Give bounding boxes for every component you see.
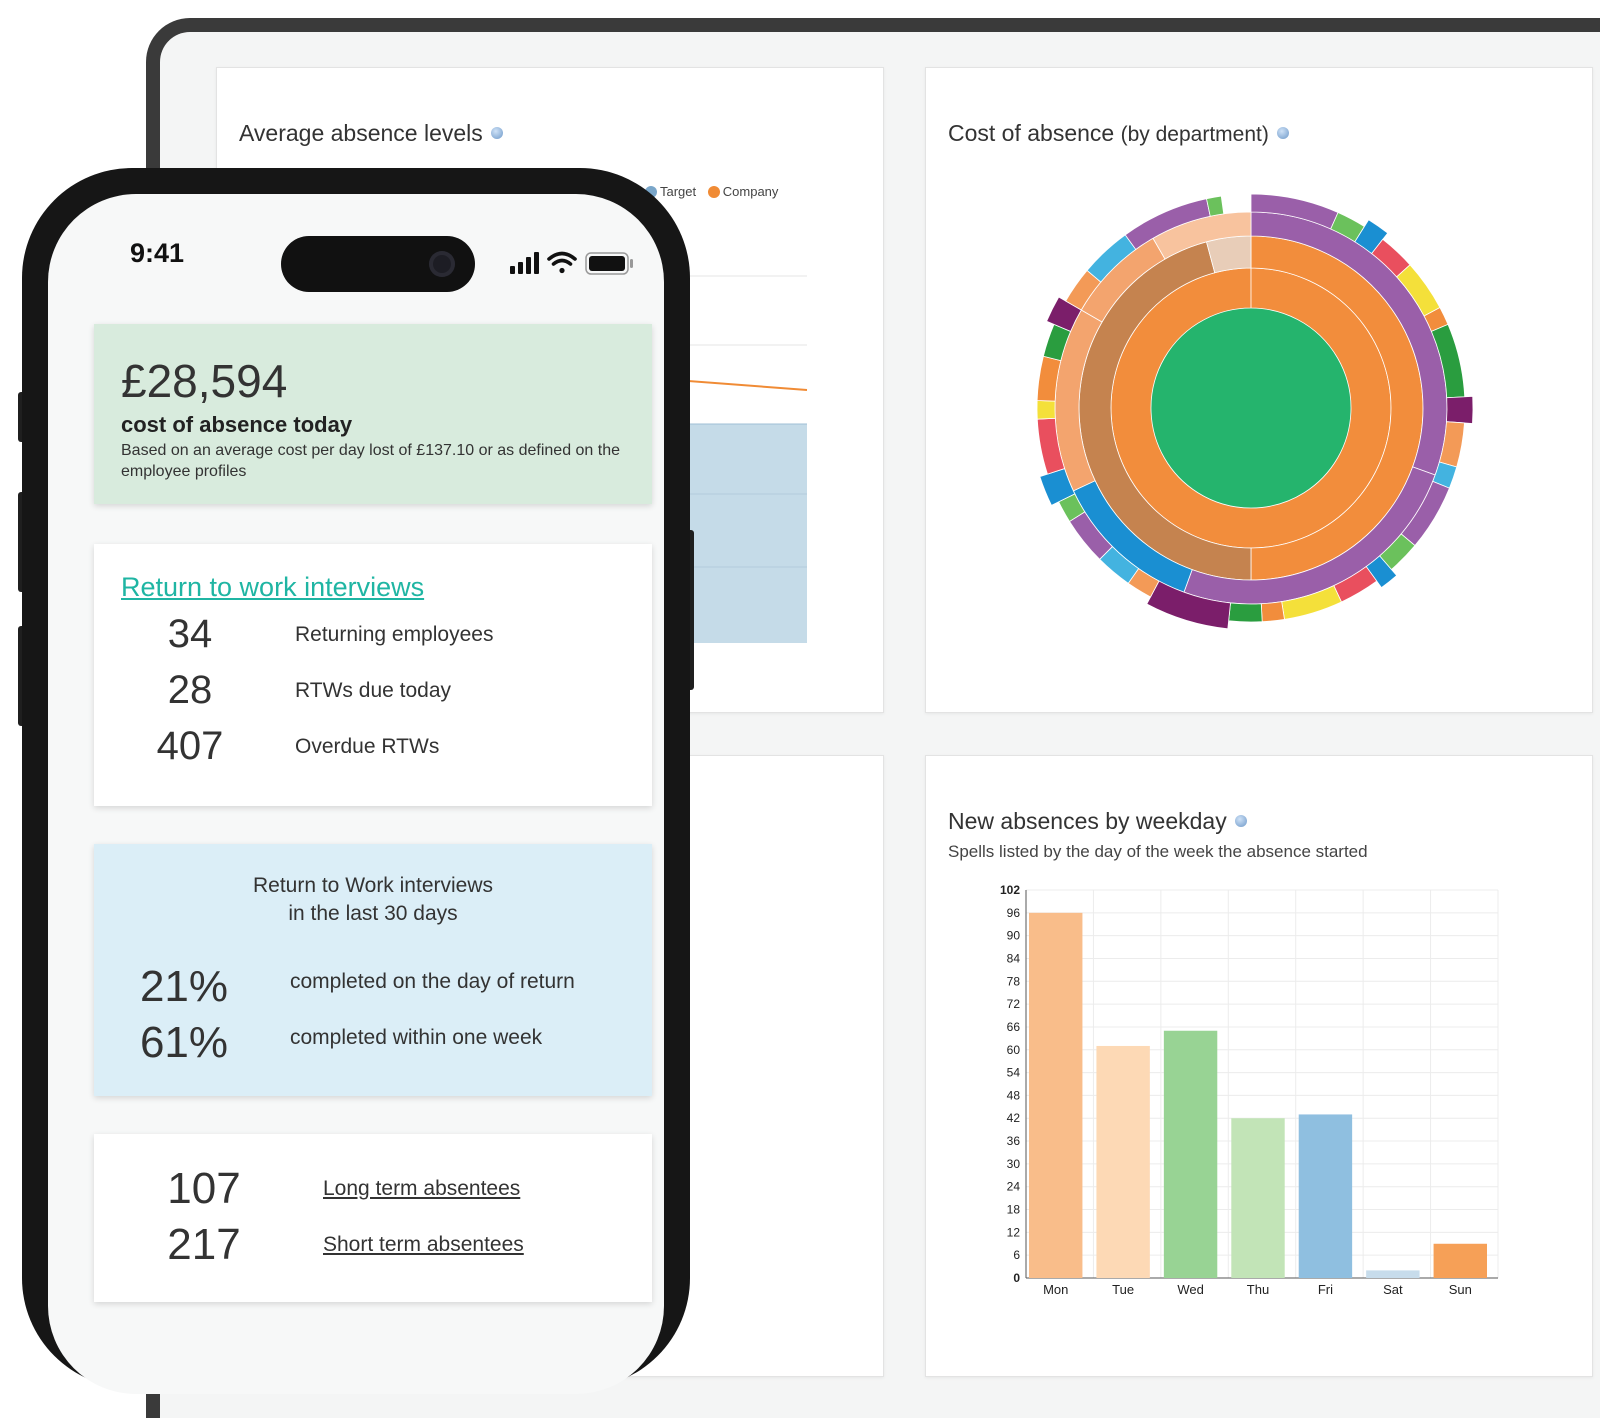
overdue-rtws-label: Overdue RTWs (295, 735, 440, 758)
legend-target[interactable]: Target (660, 184, 697, 199)
sunburst-ring4-segment[interactable] (1260, 601, 1285, 623)
y-tick-label: 36 (1007, 1134, 1021, 1148)
y-tick-label: 54 (1007, 1066, 1021, 1080)
cost-today-label: cost of absence today (121, 412, 353, 437)
x-tick-label: Tue (1112, 1282, 1134, 1297)
sunburst-ring2-segment[interactable] (1205, 235, 1252, 274)
y-tick-label: 0 (1013, 1271, 1020, 1285)
info-icon[interactable] (1276, 126, 1289, 139)
rtw-30-title-line2: in the last 30 days (288, 902, 458, 925)
rtws-due-count: 28 (167, 668, 213, 712)
bar-mon[interactable] (1029, 912, 1083, 1278)
signal-icon (510, 252, 539, 274)
x-tick-label: Sun (1449, 1282, 1472, 1297)
bar-sun[interactable] (1433, 1243, 1487, 1278)
dynamic-island (281, 236, 475, 292)
weekday-bar-chart: 0 6 12 18 24 30 36 42 48 54 60 66 72 78 84 90 96 102 Mon Tu… (1000, 883, 1499, 1297)
bar-wed[interactable] (1163, 1030, 1218, 1278)
y-tick-label: 102 (1000, 883, 1020, 897)
completed-day-of-return-label: completed on the day of return (290, 970, 575, 993)
cost-today-note: Based on an average cost per day lost of… (121, 442, 621, 480)
y-tick-label: 84 (1007, 951, 1021, 965)
info-icon[interactable] (1234, 814, 1247, 827)
x-tick-label: Sat (1383, 1282, 1403, 1297)
completed-day-of-return-percent: 21% (139, 962, 229, 1011)
short-term-count: 217 (167, 1220, 241, 1269)
sunburst-ring4-segment[interactable] (1228, 602, 1263, 623)
y-tick-label: 18 (1007, 1203, 1021, 1217)
bar-tue[interactable] (1096, 1045, 1150, 1278)
returning-employees-label: Returning employees (295, 623, 494, 646)
phone-frame: 9:41 £28,594 cost of absence t (22, 168, 690, 1394)
completed-within-week-percent: 61% (139, 1018, 229, 1067)
rtw-30-title-line1: Return to Work interviews (252, 874, 494, 897)
y-tick-label: 66 (1007, 1020, 1021, 1034)
weekday-subtitle: Spells listed by the day of the week the… (948, 842, 1368, 861)
legend-company[interactable]: Company (722, 184, 779, 199)
completed-within-week-label: completed within one week (290, 1026, 543, 1049)
sunburst-ring4-segment[interactable] (1036, 400, 1056, 420)
average-absence-legend: Target Company (637, 184, 778, 199)
weekday-panel: New absences by weekday Spells listed by… (925, 755, 1593, 1377)
cost-today-card: £28,594 cost of absence today Based on a… (94, 324, 652, 504)
average-absence-title: Average absence levels (239, 120, 503, 147)
phone-side-button (686, 530, 694, 690)
returning-employees-count: 34 (167, 612, 213, 656)
x-tick-label: Mon (1043, 1282, 1068, 1297)
overdue-rtws-count: 407 (156, 724, 224, 768)
cost-today-amount: £28,594 (121, 355, 288, 407)
legend-company-dot (707, 185, 720, 198)
y-tick-label: 60 (1007, 1043, 1021, 1057)
sunburst-ring4-segment[interactable] (1446, 395, 1474, 424)
y-tick-label: 96 (1007, 906, 1021, 920)
cost-of-absence-panel: Cost of absence (by department) (925, 67, 1593, 713)
wifi-icon (547, 251, 577, 274)
y-tick-label: 24 (1007, 1180, 1021, 1194)
status-time: 9:41 (130, 238, 185, 268)
bar-fri[interactable] (1298, 1114, 1353, 1278)
rtw-card: Return to work interviews 34 Returning e… (94, 544, 652, 806)
phone-screen: 9:41 £28,594 cost of absence t (48, 194, 664, 1394)
sunburst-center[interactable] (1151, 308, 1351, 508)
sunburst-ring4-segment[interactable] (1206, 195, 1225, 217)
y-tick-label: 90 (1007, 929, 1021, 943)
rtws-due-label: RTWs due today (295, 679, 452, 702)
y-tick-label: 78 (1007, 974, 1021, 988)
bar-sat[interactable] (1366, 1270, 1420, 1278)
y-tick-label: 72 (1007, 997, 1021, 1011)
weekday-title: New absences by weekday (948, 808, 1247, 835)
bar-thu[interactable] (1231, 1118, 1285, 1278)
absentees-card: 107 Long term absentees 217 Short term a… (94, 1134, 652, 1302)
short-term-absentees-link[interactable]: Short term absentees (323, 1233, 524, 1256)
y-tick-label: 42 (1007, 1111, 1021, 1125)
cost-of-absence-title: Cost of absence (by department) (948, 120, 1289, 147)
x-tick-label: Wed (1177, 1282, 1204, 1297)
y-tick-label: 6 (1013, 1248, 1020, 1262)
x-tick-label: Thu (1247, 1282, 1269, 1297)
y-tick-label: 30 (1007, 1157, 1021, 1171)
x-tick-label: Fri (1318, 1282, 1333, 1297)
cost-sunburst-chart[interactable] (1016, 173, 1486, 643)
long-term-absentees-link[interactable]: Long term absentees (323, 1177, 521, 1200)
long-term-count: 107 (167, 1164, 241, 1213)
status-icons (510, 251, 633, 275)
rtw-30-days-card: Return to Work interviews in the last 30… (94, 844, 652, 1096)
rtw-link[interactable]: Return to work interviews (121, 572, 425, 602)
y-tick-label: 12 (1007, 1225, 1021, 1239)
battery-icon (585, 252, 633, 275)
y-tick-label: 48 (1007, 1088, 1021, 1102)
camera-icon (429, 251, 455, 277)
info-icon[interactable] (490, 126, 503, 139)
